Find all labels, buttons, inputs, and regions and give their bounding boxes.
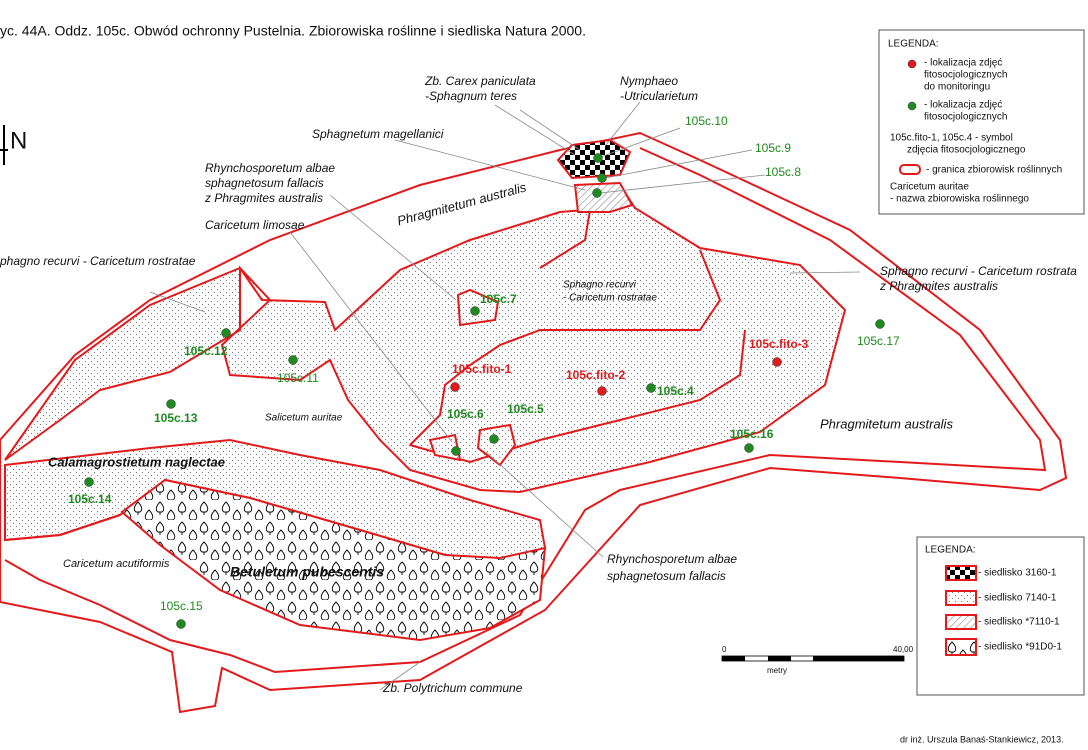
legend-symbol	[945, 590, 977, 606]
legend-title: LEGENDA:	[925, 545, 976, 556]
habitat-91d0	[120, 478, 547, 642]
community-label: Nymphaeo	[620, 74, 678, 88]
legend-box	[916, 536, 1085, 696]
scale-bar	[721, 655, 905, 662]
north-arrow	[0, 125, 8, 165]
point-label: 105c.fito-1	[452, 362, 512, 376]
sample-point	[646, 383, 656, 393]
sample-point	[489, 434, 499, 444]
sample-point	[221, 328, 231, 338]
legend-text: - lokalizacja zdjęć	[924, 58, 1002, 69]
legend-text: - siedlisko 3160-1	[978, 568, 1057, 579]
community-label: phagno recurvi - Caricetum rostratae	[0, 254, 196, 268]
point-label: 105c.7	[480, 292, 517, 306]
point-label: 105c.fito-3	[749, 337, 809, 351]
scale-unit: metry	[767, 666, 787, 675]
community-label: sphagnetosum fallacis	[607, 569, 726, 583]
point-label: 105c.15	[160, 599, 203, 613]
community-label: Phragmitetum australis	[820, 416, 953, 431]
sample-point	[451, 446, 461, 456]
point-label: 105c.4	[657, 384, 694, 398]
point-label: 105c.12	[184, 344, 228, 358]
monitoring-point	[772, 357, 782, 367]
legend-symbol	[907, 101, 917, 111]
legend-text: - siedlisko *7110-1	[978, 617, 1060, 628]
community-label: Sphagnetum magellanici	[312, 127, 444, 141]
legend-text: fitosocjologicznych	[924, 70, 1007, 81]
point-label: 105c.fito-2	[566, 368, 626, 382]
inner-boundary	[4, 147, 1047, 674]
legend-text: - nazwa zbiorowiska roślinnego	[890, 194, 1029, 205]
legend-text: do monitoringu	[924, 82, 990, 93]
community-label: Zb. Carex paniculata	[424, 74, 536, 88]
community-boundary	[476, 423, 517, 467]
community-label: Caricetum limosae	[205, 218, 305, 232]
community-label: -Sphagnum teres	[425, 89, 517, 103]
habitat-7110	[573, 181, 634, 213]
monitoring-point	[597, 386, 607, 396]
legend-text: 105c.fito-1, 105c.4 - symbol	[890, 133, 1013, 144]
sample-point	[176, 619, 186, 629]
legend-text: - siedlisko 7140-1	[978, 593, 1057, 604]
community-label: sphagnetosum fallacis	[205, 176, 324, 190]
monitoring-point	[450, 382, 460, 392]
legend-symbol	[945, 565, 977, 581]
sample-point	[875, 319, 885, 329]
point-label: 105c.17	[857, 334, 900, 348]
community-label: Zb. Polytrichum commune	[382, 681, 523, 695]
leader-lines	[149, 101, 861, 691]
community-boundary	[4, 514, 121, 541]
legend-text: - lokalizacja zdjęć	[924, 100, 1002, 111]
community-label: Sphagno recurvi	[563, 280, 637, 291]
sample-point	[166, 399, 176, 409]
scale-label: 0	[722, 645, 727, 654]
sample-point	[84, 477, 94, 487]
legend-text: zdjęcia fitosocjologicznego	[907, 145, 1026, 156]
scale-label: 40,00	[893, 645, 914, 654]
community-boundary	[409, 209, 746, 464]
community-label: z Phragmites australis	[204, 191, 323, 205]
point-label: 105c.14	[68, 492, 112, 506]
legend-symbol	[945, 614, 977, 630]
community-label: Betuletum pubescentis	[230, 564, 384, 580]
title: yc. 44A. Oddz. 105c. Obwód ochronny Pust…	[0, 23, 586, 39]
community-label: -Utricularietum	[620, 89, 698, 103]
sample-point	[593, 153, 603, 163]
point-label: 105c.10	[685, 114, 728, 128]
community-label: Sphagno recurvi - Caricetum rostrata	[880, 264, 1077, 278]
community-label: z Phragmites australis	[879, 279, 998, 293]
community-label: Rhynchosporetum albae	[205, 161, 335, 175]
point-label: 105c.16	[730, 427, 774, 441]
sample-point	[470, 306, 480, 316]
community-label: Rhynchosporetum albae	[607, 552, 737, 566]
point-label: 105c.11	[277, 371, 319, 385]
point-label: 105c.13	[154, 411, 198, 425]
sample-point	[592, 188, 602, 198]
legend-text: - granica zbiorowisk roślinnych	[926, 165, 1062, 176]
community-label: Salicetum auritae	[265, 413, 343, 424]
legend-symbol	[945, 638, 977, 656]
sample-point	[744, 443, 754, 453]
north-label: N	[10, 127, 27, 154]
credit: dr inż. Urszula Banaś-Stankiewicz, 2013.	[900, 734, 1064, 744]
legend-title: LEGENDA:	[888, 39, 939, 50]
legend-symbol	[907, 59, 917, 69]
legend-text: fitosocjologicznych	[924, 112, 1007, 123]
legend-symbol	[899, 164, 921, 175]
community-label: Calamagrostietum naglectae	[48, 454, 225, 469]
point-label: 105c.5	[507, 402, 544, 416]
legend-text: - siedlisko *91D0-1	[978, 642, 1062, 653]
community-label: - Caricetum rostratae	[563, 293, 657, 304]
community-label: Caricetum acutiformis	[63, 558, 170, 570]
point-label: 105c.9	[755, 141, 791, 155]
sample-point	[288, 355, 298, 365]
point-label: 105c.6	[447, 407, 484, 421]
sample-point	[597, 173, 607, 183]
legend-text: Caricetum auritae	[890, 182, 969, 193]
point-label: 105c.8	[765, 165, 801, 179]
